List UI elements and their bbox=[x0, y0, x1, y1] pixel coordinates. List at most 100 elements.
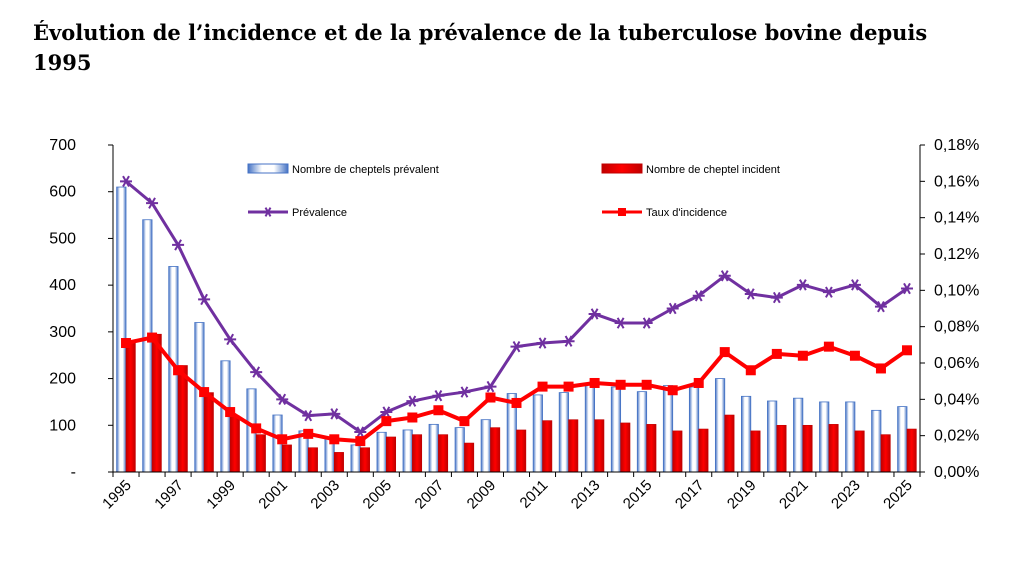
bar-prevalent bbox=[428, 423, 439, 473]
point-prevalence bbox=[484, 380, 497, 393]
bar-prevalent bbox=[350, 444, 361, 473]
legend-marker-incidence-rate bbox=[618, 208, 626, 216]
point-incidence-rate bbox=[121, 338, 132, 349]
point-prevalence bbox=[224, 333, 237, 346]
point-incidence-rate bbox=[147, 332, 158, 343]
point-prevalence bbox=[796, 279, 809, 291]
bar-prevalent bbox=[480, 419, 491, 473]
point-prevalence bbox=[458, 386, 471, 398]
bar-incident bbox=[255, 434, 266, 473]
bar-incident bbox=[828, 424, 839, 473]
legend-label-incident: Nombre de cheptel incident bbox=[646, 164, 780, 176]
point-incidence-rate bbox=[641, 379, 652, 390]
point-incidence-rate bbox=[485, 392, 496, 403]
y-right-tick-label: 0,06% bbox=[934, 355, 979, 372]
point-incidence-rate bbox=[771, 348, 782, 359]
bar-prevalent bbox=[116, 186, 127, 473]
bar-incident bbox=[438, 434, 449, 473]
point-incidence-rate bbox=[693, 377, 704, 388]
point-incidence-rate bbox=[433, 405, 444, 416]
legend-swatch-prevalent bbox=[247, 163, 289, 174]
bar-incident bbox=[568, 419, 579, 473]
x-tick-label: 2007 bbox=[412, 477, 448, 513]
x-tick-label: 2013 bbox=[568, 477, 604, 513]
point-prevalence bbox=[380, 406, 393, 418]
point-incidence-rate bbox=[901, 345, 912, 356]
bar-incident bbox=[698, 428, 709, 473]
bar-prevalent bbox=[532, 394, 543, 473]
bar-prevalent bbox=[194, 322, 205, 473]
x-tick-label: 2021 bbox=[776, 477, 812, 513]
legend-label-prevalent: Nombre de cheptels prévalent bbox=[292, 164, 439, 176]
point-prevalence bbox=[770, 291, 783, 304]
point-prevalence bbox=[588, 308, 601, 320]
point-incidence-rate bbox=[355, 436, 366, 447]
point-incidence-rate bbox=[251, 423, 262, 434]
bar-incident bbox=[620, 422, 631, 473]
point-prevalence bbox=[692, 290, 705, 302]
bar-incident bbox=[672, 430, 683, 473]
page-title: Évolution de l’incidence et de la préval… bbox=[33, 20, 928, 75]
point-prevalence bbox=[432, 390, 445, 402]
bar-prevalent bbox=[142, 219, 153, 473]
point-prevalence bbox=[822, 286, 835, 298]
legend-label-prevalence: Prévalence bbox=[292, 207, 347, 219]
y-right-tick-label: 0,12% bbox=[934, 246, 979, 263]
y-left-tick-label: 700 bbox=[49, 137, 76, 154]
bar-prevalent bbox=[819, 401, 830, 473]
bar-incident bbox=[333, 452, 344, 473]
y-right-tick-label: 0,16% bbox=[934, 173, 979, 190]
point-prevalence bbox=[172, 239, 185, 251]
bar-incident bbox=[880, 434, 891, 473]
bar-prevalent bbox=[714, 378, 726, 473]
x-tick-label: 2023 bbox=[828, 477, 864, 513]
bar-incident bbox=[490, 427, 501, 473]
point-prevalence bbox=[744, 288, 757, 300]
point-incidence-rate bbox=[381, 416, 392, 427]
bar-incident bbox=[281, 444, 292, 473]
point-incidence-rate bbox=[225, 407, 236, 418]
point-prevalence bbox=[536, 337, 549, 349]
point-incidence-rate bbox=[745, 365, 756, 376]
bar-prevalent bbox=[767, 400, 778, 473]
point-incidence-rate bbox=[303, 428, 314, 439]
bar-prevalent bbox=[558, 392, 569, 473]
bar-prevalent bbox=[688, 386, 700, 473]
bar-prevalent bbox=[741, 395, 752, 473]
point-incidence-rate bbox=[719, 347, 730, 358]
bar-incident bbox=[151, 333, 162, 473]
bar-incident bbox=[307, 447, 318, 473]
bar-incident bbox=[516, 429, 527, 473]
point-incidence-rate bbox=[615, 379, 626, 390]
y-right-tick-label: 0,18% bbox=[934, 137, 979, 154]
point-incidence-rate bbox=[277, 434, 288, 445]
y-right-tick-label: 0,10% bbox=[934, 282, 979, 299]
point-prevalence bbox=[900, 282, 913, 295]
point-prevalence bbox=[328, 408, 341, 420]
legend-marker-prevalence bbox=[263, 207, 273, 217]
bar-prevalent bbox=[845, 401, 856, 473]
bar-incident bbox=[386, 436, 397, 473]
point-prevalence bbox=[874, 300, 887, 313]
x-tick-label: 1997 bbox=[151, 477, 187, 513]
bar-incident bbox=[724, 414, 735, 473]
y-right-tick-label: 0,02% bbox=[934, 428, 979, 445]
legend-swatch-incident bbox=[601, 163, 643, 174]
y-right-tick-label: 0,08% bbox=[934, 319, 979, 336]
point-prevalence bbox=[276, 393, 289, 406]
x-tick-label: 2019 bbox=[724, 477, 760, 513]
point-incidence-rate bbox=[199, 387, 210, 398]
bar-incident bbox=[906, 428, 917, 473]
legend-label-incidence-rate: Taux d'incidence bbox=[646, 207, 727, 219]
bar-incident bbox=[464, 442, 475, 473]
bar-prevalent bbox=[662, 385, 674, 473]
point-incidence-rate bbox=[329, 434, 340, 445]
bar-incident bbox=[594, 419, 605, 473]
point-prevalence bbox=[614, 317, 627, 329]
x-tick-label: 2025 bbox=[880, 477, 916, 513]
point-incidence-rate bbox=[875, 363, 886, 374]
x-tick-label: 2015 bbox=[620, 477, 656, 513]
point-prevalence bbox=[250, 366, 263, 378]
bar-incident bbox=[360, 447, 370, 473]
y-left-tick-label: 200 bbox=[49, 371, 76, 388]
